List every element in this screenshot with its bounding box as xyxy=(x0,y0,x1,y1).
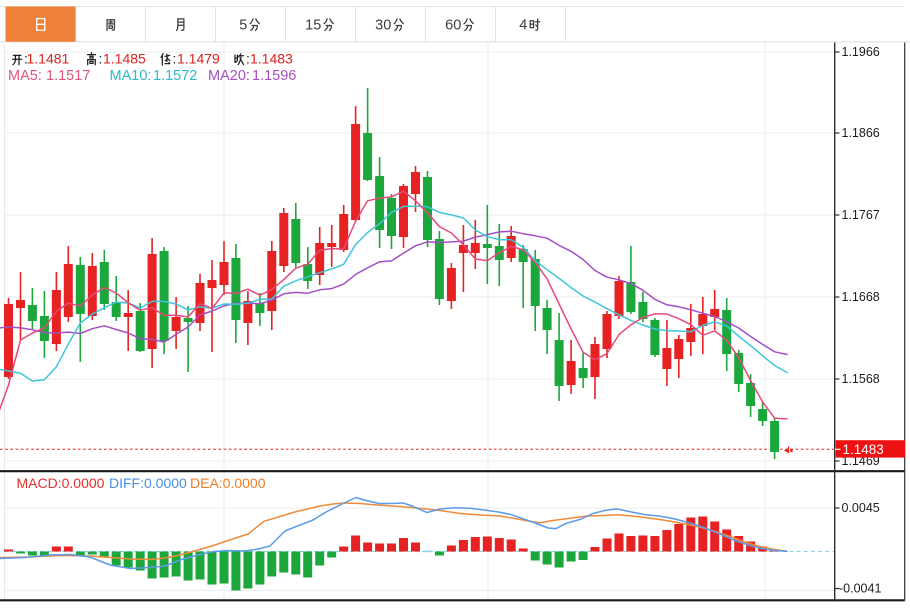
svg-text:1.1479: 1.1479 xyxy=(177,51,220,67)
svg-text:DIFF:0.0000: DIFF:0.0000 xyxy=(109,475,187,491)
svg-text:MA20:: MA20: xyxy=(208,68,250,84)
svg-text:1.1668: 1.1668 xyxy=(842,290,880,304)
svg-text::: : xyxy=(246,51,250,67)
svg-text:4: 4 xyxy=(519,18,527,34)
svg-text::: : xyxy=(99,51,103,67)
svg-text:1.1517: 1.1517 xyxy=(46,68,90,84)
svg-text:30: 30 xyxy=(375,18,391,34)
svg-text:15: 15 xyxy=(305,18,321,34)
svg-text:1.1966: 1.1966 xyxy=(842,45,880,59)
svg-text:0.0045: 0.0045 xyxy=(842,501,880,515)
svg-text:1.1481: 1.1481 xyxy=(27,51,70,67)
svg-text:1.1596: 1.1596 xyxy=(252,68,296,84)
svg-text:1.1485: 1.1485 xyxy=(103,51,146,67)
svg-text:MA5:: MA5: xyxy=(8,68,42,84)
svg-text:60: 60 xyxy=(445,18,461,34)
svg-text::: : xyxy=(24,51,28,67)
svg-text:5: 5 xyxy=(239,18,247,34)
svg-text:1.1572: 1.1572 xyxy=(153,68,197,84)
svg-text:MA10:: MA10: xyxy=(110,68,152,84)
svg-text:1.1483: 1.1483 xyxy=(843,442,884,457)
svg-text:DEA:0.0000: DEA:0.0000 xyxy=(190,475,266,491)
svg-text:1.1568: 1.1568 xyxy=(842,372,880,386)
svg-text:1.1469: 1.1469 xyxy=(842,454,880,468)
svg-text::: : xyxy=(173,51,177,67)
svg-text:1.1866: 1.1866 xyxy=(842,126,880,140)
svg-text:MACD:0.0000: MACD:0.0000 xyxy=(17,475,105,491)
svg-text:1.1483: 1.1483 xyxy=(250,51,293,67)
svg-text:1.1767: 1.1767 xyxy=(842,208,880,222)
svg-text:-0.0041: -0.0041 xyxy=(839,582,881,596)
